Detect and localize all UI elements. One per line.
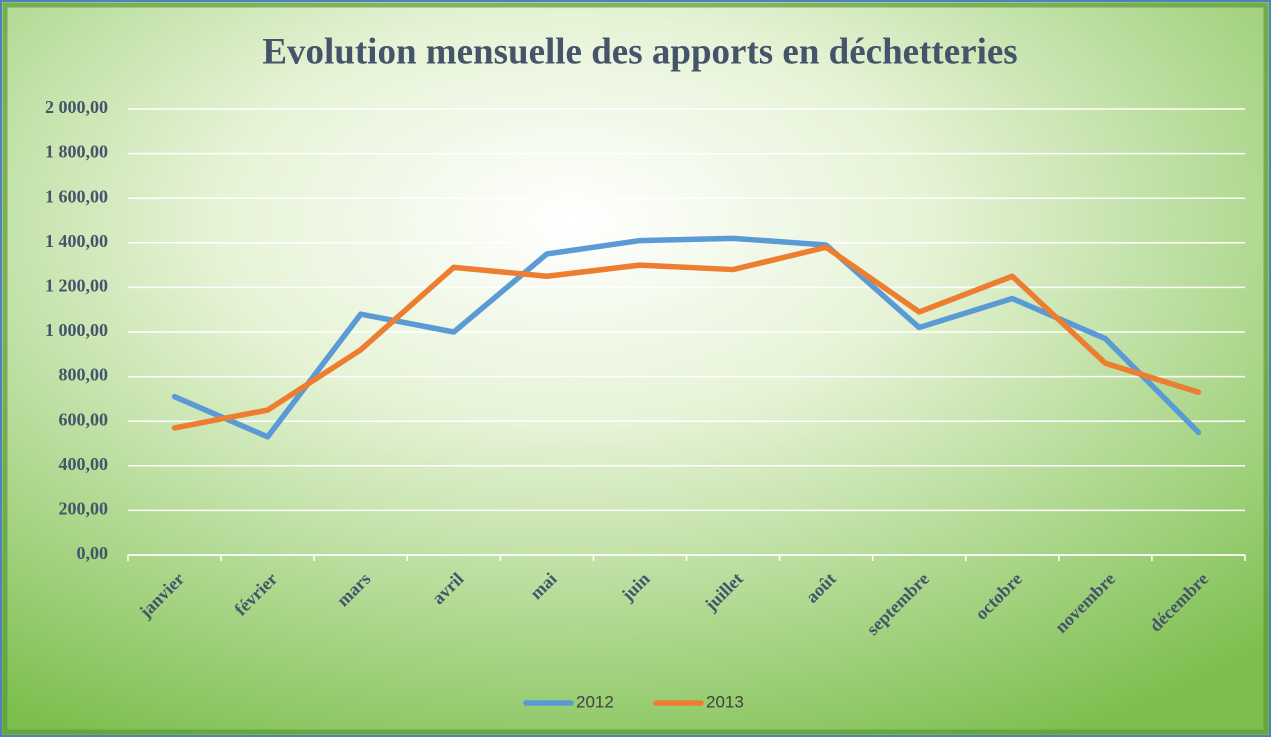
y-tick-label: 1 800,00 xyxy=(45,142,108,162)
line-series xyxy=(171,244,1202,431)
y-tick-label: 400,00 xyxy=(59,454,109,474)
y-tick-label: 1 400,00 xyxy=(45,231,108,251)
y-tick-label: 800,00 xyxy=(59,365,109,385)
y-tick-label: 2 000,00 xyxy=(45,97,108,117)
y-tick-label: 0,00 xyxy=(77,543,109,563)
chart-title: Evolution mensuelle des apports en déche… xyxy=(262,31,1017,72)
y-tick-label: 1 000,00 xyxy=(45,320,108,340)
y-tick-label: 1 600,00 xyxy=(45,186,108,206)
line-series xyxy=(171,235,1202,440)
y-tick-label: 600,00 xyxy=(59,409,109,429)
legend-label: 2013 xyxy=(706,692,744,711)
legend-label: 2012 xyxy=(576,692,614,711)
y-tick-label: 1 200,00 xyxy=(45,276,108,296)
y-tick-label: 200,00 xyxy=(59,499,109,519)
